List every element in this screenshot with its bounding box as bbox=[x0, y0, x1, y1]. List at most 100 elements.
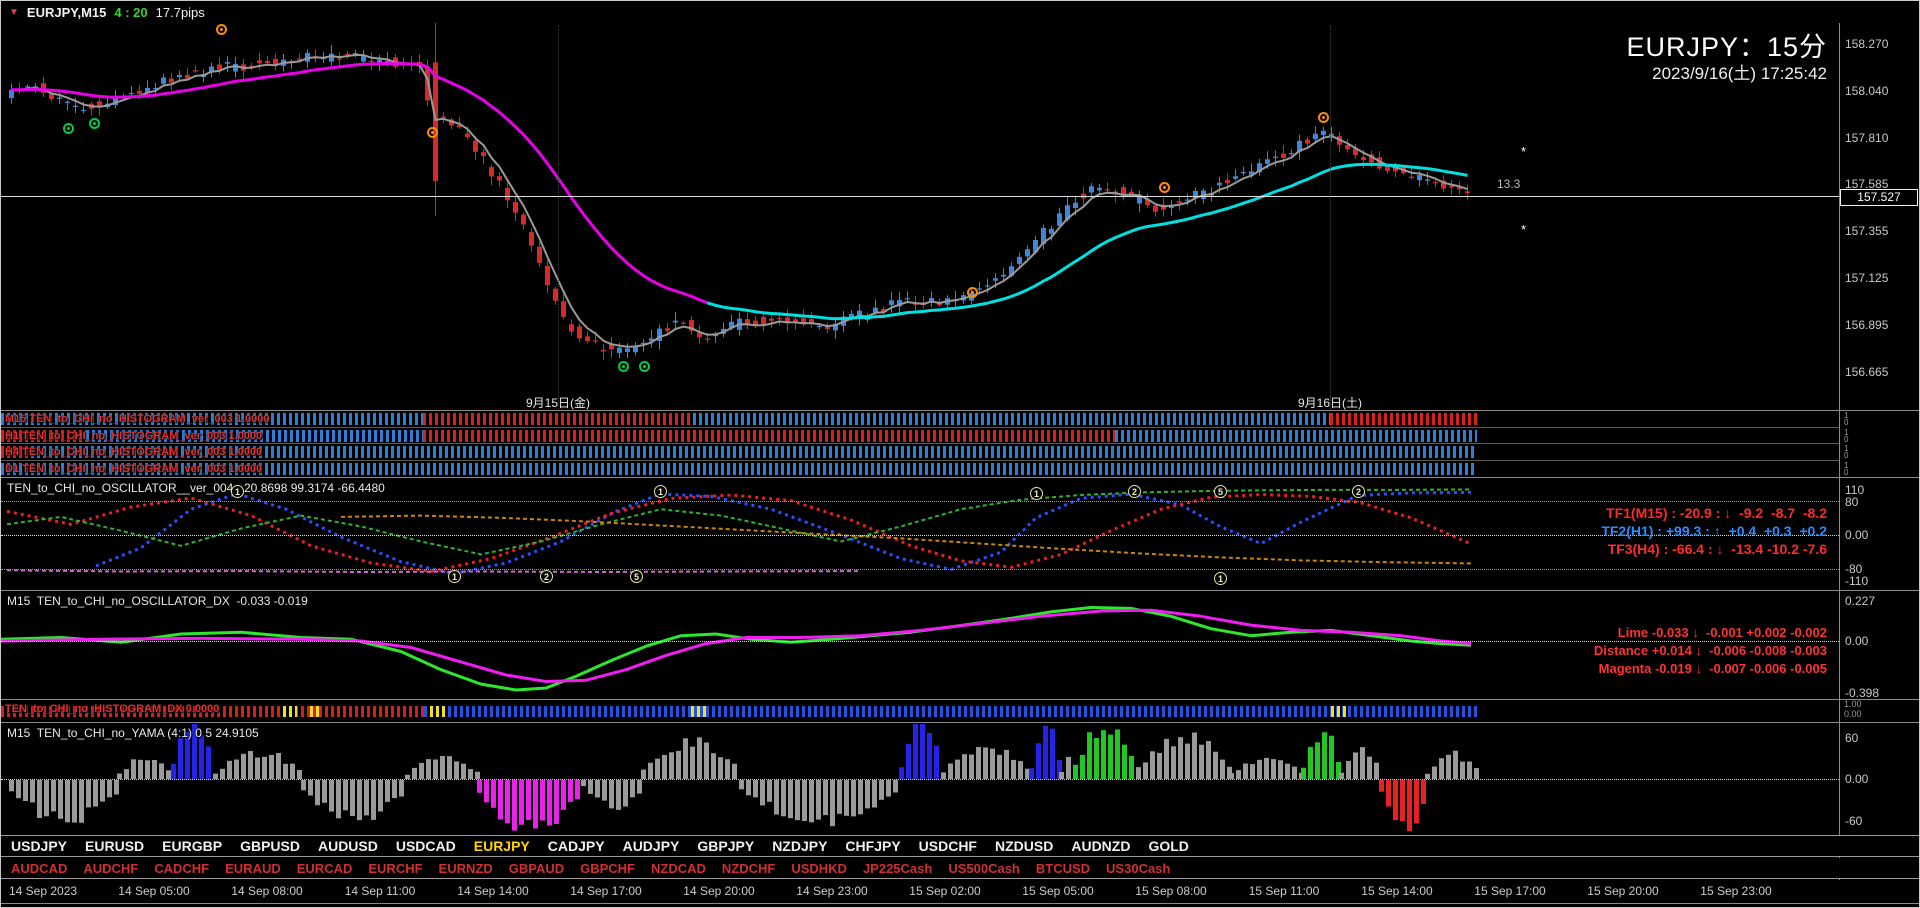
signal-marker-orange-icon bbox=[427, 127, 438, 138]
tab-gbpjpy[interactable]: GBPJPY bbox=[697, 838, 755, 854]
dx-readout: Lime -0.033 ↓ -0.001 +0.002 -0.002 Distan… bbox=[1594, 624, 1827, 678]
chart-title-bar: ▼ EURJPY,M15 4 : 20 17.7pips bbox=[1, 1, 1919, 23]
time-axis-label: 14 Sep 08:00 bbox=[231, 884, 303, 898]
tab-usdhkd[interactable]: USDHKD bbox=[791, 860, 847, 876]
tab-nzdusd[interactable]: NZDUSD bbox=[995, 838, 1054, 854]
price-axis-label: 156.895 bbox=[1845, 317, 1889, 332]
tab-usdcad[interactable]: USDCAD bbox=[395, 838, 456, 854]
strip-bars bbox=[31, 446, 1477, 458]
histogram-strip bbox=[1, 413, 1477, 425]
strip-separator bbox=[1, 443, 1839, 444]
tab-gbpchf[interactable]: GBPCHF bbox=[580, 860, 635, 876]
dx-readout-line: Lime -0.033 ↓ -0.001 +0.002 -0.002 bbox=[1617, 625, 1827, 640]
histdx-scale-label: 1.00 bbox=[1844, 699, 1862, 709]
histdx-yellow-bars bbox=[283, 706, 297, 717]
distance-note: 13.3 bbox=[1497, 177, 1521, 191]
strip-scale: 1 bbox=[1844, 411, 1849, 420]
dx-scale-label: 0.00 bbox=[1845, 634, 1869, 648]
yama-scale-label: 0.00 bbox=[1845, 772, 1869, 786]
alert-star-icon: * bbox=[1521, 222, 1527, 237]
strip-label: D1 TEN_to_CHI_no_HISTOGRAM_ver_003 1.000… bbox=[5, 463, 263, 475]
tab-gbpusd[interactable]: GBPUSD bbox=[240, 838, 300, 854]
tab-gbpaud[interactable]: GBPAUD bbox=[508, 860, 565, 876]
tab-audnzd[interactable]: AUDNZD bbox=[1071, 838, 1131, 854]
yama-zero-line bbox=[1, 779, 1839, 780]
wave-count-badge: 5 bbox=[630, 570, 643, 583]
tab-usdjpy[interactable]: USDJPY bbox=[11, 838, 68, 854]
strip-bars bbox=[1115, 430, 1477, 442]
oscillator-gridline bbox=[1, 535, 1839, 536]
tab-audchf[interactable]: AUDCHF bbox=[83, 860, 139, 876]
tab-audusd[interactable]: AUDUSD bbox=[317, 838, 378, 854]
tab-usdchf[interactable]: USDCHF bbox=[918, 838, 977, 854]
panel-separator bbox=[1, 410, 1919, 411]
histdx-bars bbox=[1, 706, 424, 717]
tf-readout-line: TF3(H4) : -66.4 : ↓ -13.4 -10.2 -7.6 bbox=[1607, 541, 1827, 557]
strip-scale: 0 bbox=[1844, 418, 1849, 427]
tab-eurgbp[interactable]: EURGBP bbox=[162, 838, 223, 854]
strip-bars bbox=[693, 413, 1330, 425]
wave-count-badge: 2 bbox=[1128, 485, 1141, 498]
price-axis-label: 157.355 bbox=[1845, 223, 1889, 238]
tab-cadchf[interactable]: CADCHF bbox=[154, 860, 210, 876]
tab-us30cash[interactable]: US30Cash bbox=[1106, 860, 1171, 876]
strip-scale: 0 bbox=[1844, 435, 1849, 444]
tab-nzdcad[interactable]: NZDCAD bbox=[650, 860, 706, 876]
wave-count-badge: 2 bbox=[1352, 485, 1365, 498]
dx-panel-label: M15 TEN_to_CHI_no_OSCILLATOR_DX -0.033 -… bbox=[7, 594, 308, 608]
tab-jp225cash[interactable]: JP225Cash bbox=[862, 860, 933, 876]
time-axis-label: 15 Sep 17:00 bbox=[1474, 884, 1546, 898]
oscillator-scale-label: -110 bbox=[1845, 574, 1869, 588]
tab-chfjpy[interactable]: CHFJPY bbox=[845, 838, 901, 854]
histdx-yellow-bars bbox=[310, 706, 321, 717]
symbol-tabs-row1: USDJPY EURUSD EURGBP GBPUSD AUDUSD USDCAD EURJ… bbox=[1, 835, 1919, 857]
green-squares bbox=[6, 488, 1472, 556]
yama-panel-label: M15 TEN_to_CHI_no_YAMA (4:1) 0 5 24.9105 bbox=[7, 726, 259, 740]
tab-audjpy[interactable]: AUDJPY bbox=[622, 838, 680, 854]
price-axis-divider bbox=[1839, 23, 1840, 903]
price-axis-label: 158.040 bbox=[1845, 84, 1889, 98]
wave-count-badge: 1 bbox=[231, 485, 244, 498]
oscillator-scale-label: 0.00 bbox=[1845, 528, 1869, 542]
tab-euraud[interactable]: EURAUD bbox=[225, 860, 281, 876]
tab-eurjpy[interactable]: EURJPY bbox=[473, 838, 530, 854]
time-axis[interactable]: 14 Sep 2023 14 Sep 05:00 14 Sep 08:00 14 Se… bbox=[1, 880, 1919, 903]
histdx-yellow-bars bbox=[430, 706, 445, 717]
tab-audcad[interactable]: AUDCAD bbox=[11, 860, 68, 876]
day-label: 9月16日(土) bbox=[1297, 396, 1363, 410]
strip-bars bbox=[1, 430, 86, 442]
time-axis-label: 14 Sep 11:00 bbox=[344, 884, 416, 898]
yama-scale-label: -60 bbox=[1845, 814, 1863, 828]
time-axis-label: 15 Sep 05:00 bbox=[1022, 884, 1094, 898]
histogram-strip bbox=[1, 463, 1477, 475]
watermark-datetime: 2023/9/16(土) 17:25:42 bbox=[1652, 64, 1827, 83]
histdx-panel-label: TEN_to_CHI_no_HISTOGRAM_DX 0.0000 bbox=[5, 703, 220, 715]
tab-gold[interactable]: GOLD bbox=[1148, 838, 1189, 854]
tab-us500cash[interactable]: US500Cash bbox=[948, 860, 1020, 876]
yama-scale-label: 60 bbox=[1845, 731, 1859, 745]
tab-nzdjpy[interactable]: NZDJPY bbox=[772, 838, 828, 854]
tab-cadjpy[interactable]: CADJPY bbox=[547, 838, 605, 854]
strip-label: H1 TEN_to_CHI_no_HISTOGRAM_ver_003 1.000… bbox=[5, 430, 263, 442]
current-price-label: 157.527 bbox=[1840, 189, 1918, 206]
wave-count-badge: 1 bbox=[1214, 572, 1227, 585]
tab-btcusd[interactable]: BTCUSD bbox=[1035, 860, 1091, 876]
signal-marker-orange-icon bbox=[1159, 182, 1170, 193]
wave-count-badge: 5 bbox=[1214, 485, 1227, 498]
day-separator bbox=[558, 25, 559, 409]
symbol-dropdown-icon[interactable]: ▼ bbox=[9, 6, 19, 18]
strip-bars bbox=[1, 463, 1477, 475]
time-axis-label: 14 Sep 17:00 bbox=[570, 884, 642, 898]
oscillator-panel-label: TEN_to_CHI_no_OSCILLATOR__ver_004 -20.86… bbox=[7, 481, 385, 495]
tab-eurchf[interactable]: EURCHF bbox=[368, 860, 423, 876]
tab-eurnzd[interactable]: EURNZD bbox=[438, 860, 493, 876]
time-axis-label: 14 Sep 20:00 bbox=[683, 884, 755, 898]
symbol-tabs-row2: AUDCAD AUDCHF CADCHF EURAUD EURCAD EURCHF EURN… bbox=[1, 858, 1919, 879]
time-axis-label: 14 Sep 05:00 bbox=[118, 884, 190, 898]
tab-nzdchf[interactable]: NZDCHF bbox=[721, 860, 776, 876]
tab-eurcad[interactable]: EURCAD bbox=[296, 860, 353, 876]
strip-scale: 0 bbox=[1844, 451, 1849, 460]
tab-eurusd[interactable]: EURUSD bbox=[85, 838, 145, 854]
